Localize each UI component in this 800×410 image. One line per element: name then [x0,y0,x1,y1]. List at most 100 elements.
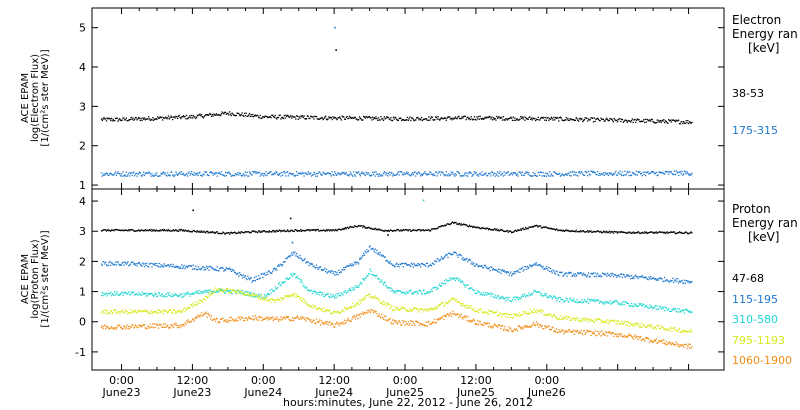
proton-point [552,228,554,230]
electron-point [481,118,483,120]
proton-point [526,295,529,297]
electron-point [281,116,284,119]
proton-point [687,310,689,312]
proton-point [366,275,368,277]
proton-point [384,301,386,303]
proton-point [141,326,143,328]
proton-point [469,259,471,261]
electron-point [438,118,440,120]
proton-point [233,289,236,292]
proton-point [526,227,529,230]
proton-point [218,320,220,323]
proton-point [362,313,365,315]
proton-point [530,264,532,267]
electron-point [482,174,485,176]
electron-point [431,116,433,118]
proton-point [126,310,128,313]
proton-point [281,317,284,320]
electron-point [401,119,404,121]
proton-point [618,302,620,304]
proton-point [161,229,163,231]
electron-point [399,171,401,173]
proton-point [414,324,416,326]
proton-point [568,316,570,318]
electron-point [458,117,461,119]
proton-point [141,265,143,267]
proton-point [416,321,419,323]
proton-point [191,306,194,308]
proton-point [347,226,349,229]
proton-point [462,224,464,226]
proton-point [618,321,620,323]
electron-point [449,174,452,176]
proton-point [129,293,132,296]
proton-point [132,229,134,231]
proton-point [539,265,542,267]
electron-point [520,172,522,174]
proton-point [395,230,397,232]
proton-point [504,230,506,233]
electron-point [323,117,325,120]
proton-point [399,290,401,292]
proton-point [216,289,218,291]
electron-point [199,113,201,115]
proton-point [244,294,247,296]
proton-point [300,316,302,318]
proton-point [514,299,516,301]
electron-point [385,117,387,119]
proton-point [464,305,467,307]
proton-point [387,287,390,289]
proton-point [322,293,324,295]
proton-point [183,230,185,232]
electron-point [602,118,605,120]
electron-point [243,115,245,118]
proton-point [115,328,118,330]
proton-point [513,271,515,273]
proton-point [366,294,368,297]
proton-point [514,328,516,330]
electron-point [594,172,596,174]
proton-point [215,289,218,291]
electron-point [425,172,427,175]
proton-point [629,304,631,307]
electron-point [649,120,652,122]
proton-point [673,307,675,310]
electron-point [214,173,216,175]
proton-point [393,319,395,322]
proton-point [102,311,104,313]
proton-point [442,258,444,260]
proton-point [331,295,333,297]
electron-point [106,117,108,119]
proton-point [397,289,400,292]
proton-point [413,229,415,231]
electron-point [529,116,531,118]
electron-point [520,174,523,176]
proton-point [109,311,111,314]
electron-point [328,116,330,118]
proton-point [162,309,164,311]
proton-point [382,230,384,232]
proton-point [171,295,173,298]
proton-point [599,274,601,276]
proton-point [450,222,452,225]
proton-point [143,263,145,265]
proton-point [515,271,517,273]
proton-point [511,299,514,301]
electron-point [487,174,489,177]
proton-point [511,275,513,277]
electron-point [630,121,632,123]
proton-point [292,230,295,232]
proton-point [133,293,136,296]
electron-point [371,174,373,176]
proton-point [503,269,505,272]
proton-point [160,324,162,326]
proton-point [386,303,388,305]
proton-point [648,276,650,278]
proton-point [637,322,639,325]
proton-point [552,269,554,271]
proton-point [659,305,661,308]
proton-point [396,322,398,324]
proton-point [312,228,314,231]
proton-point [668,231,671,234]
proton-point [689,330,691,332]
